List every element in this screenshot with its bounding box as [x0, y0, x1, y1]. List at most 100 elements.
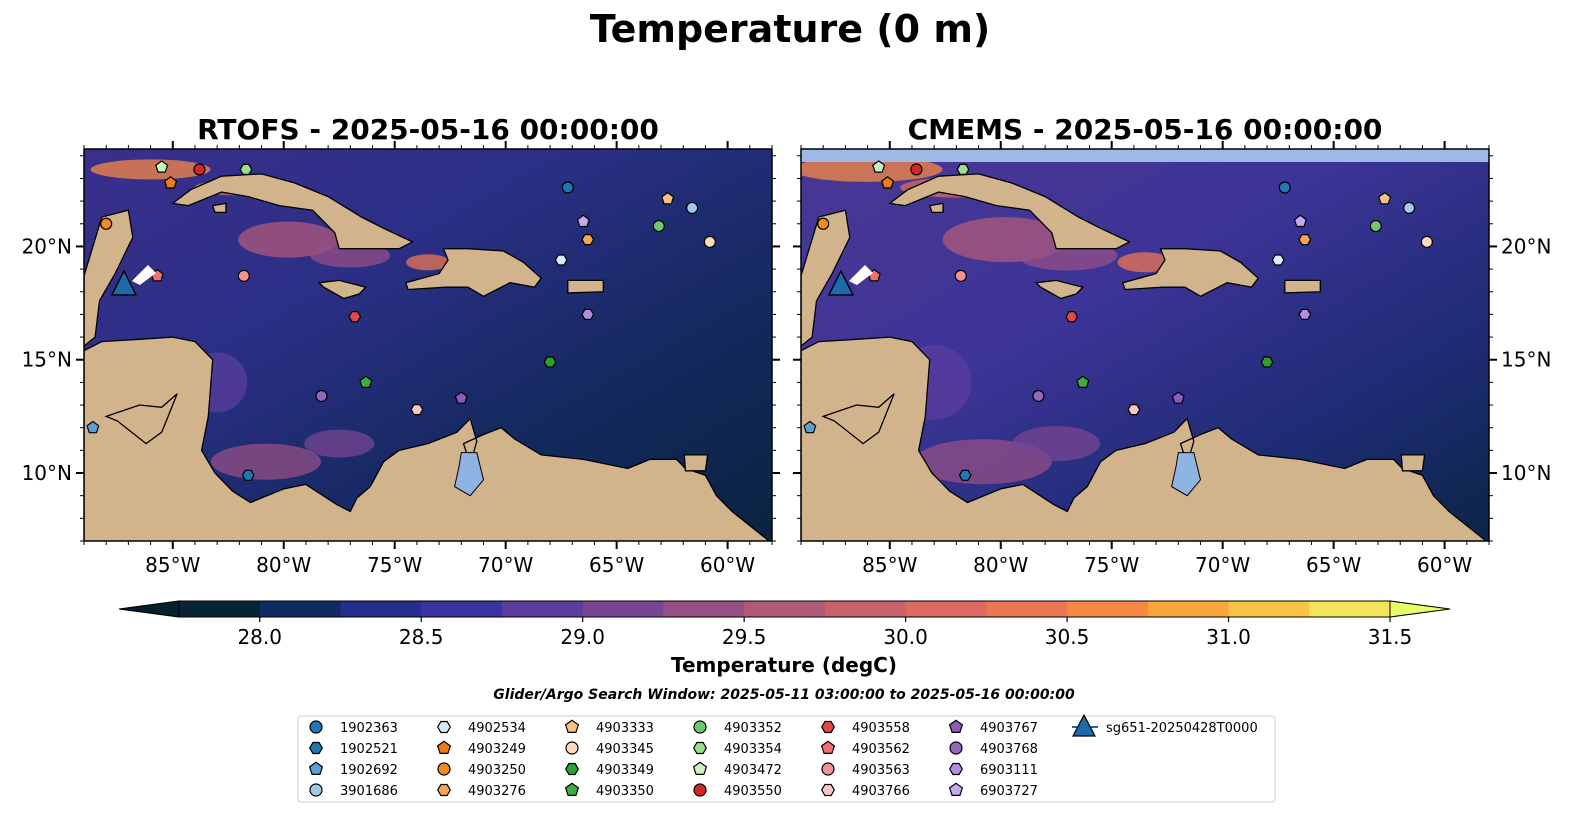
rtofs-float-markers: [86, 160, 716, 481]
float-marker-1902363: [1278, 181, 1291, 194]
legend-glider-label: sg651-20250428T0000: [1106, 721, 1258, 736]
legend-label-4903349: 4903349: [596, 763, 654, 778]
float-marker-4903349: [1260, 356, 1274, 368]
cmems-land: [801, 173, 1488, 541]
land-polygon: [888, 173, 1131, 250]
glider-track: [848, 264, 873, 285]
cmems-map-panel: CMEMS - 2025-05-16 00:00:00 85°W 80°W 75°W…: [793, 113, 1551, 577]
float-marker-4903276: [1298, 234, 1312, 246]
land-polygon: [104, 393, 178, 445]
rtofs-map-panel: RTOFS - 2025-05-16 00:00:00 85°W 80°W 75°W…: [22, 113, 780, 577]
legend-marker-4903768: [949, 741, 963, 755]
float-marker-1902692: [86, 420, 100, 434]
float-marker-4902534: [1271, 254, 1285, 266]
legend-label-4903350: 4903350: [596, 784, 654, 799]
float-marker-1902521: [958, 469, 972, 481]
land-polygon: [211, 202, 227, 214]
float-marker-4903558: [1065, 311, 1079, 323]
colorbar-segment: [744, 601, 826, 617]
legend-label-4903345: 4903345: [596, 742, 654, 757]
legend-label-4903250: 4903250: [468, 763, 526, 778]
float-marker-4903550: [910, 163, 923, 176]
lon-tick-label: 85°W: [145, 553, 200, 577]
float-marker-3901686: [686, 201, 699, 215]
cmems-nodata-band: [801, 149, 1489, 162]
rtofs-panel-title: RTOFS - 2025-05-16 00:00:00: [197, 113, 659, 146]
legend-marker-6903727: [948, 782, 964, 797]
float-marker-4903352: [1369, 219, 1382, 233]
legend-marker-4903563: [821, 762, 835, 776]
colorbar-tick-label: 31.5: [1368, 625, 1413, 649]
land-polygon: [404, 248, 543, 298]
float-marker-4903766: [1127, 404, 1141, 416]
legend-label-4903352: 4903352: [724, 721, 782, 736]
legend-label-4903767: 4903767: [980, 721, 1038, 736]
float-marker-4903766: [410, 404, 424, 416]
lon-tick-label: 70°W: [1195, 553, 1250, 577]
legend-marker-4903354: [693, 741, 707, 755]
lat-tick-label: 20°N: [22, 234, 72, 258]
lat-tick-label: 15°N: [22, 348, 72, 372]
legend-label-4902534: 4902534: [468, 721, 526, 736]
float-marker-4903472: [155, 160, 169, 173]
legend-marker-6903111: [949, 762, 963, 776]
float-marker-4903767: [1171, 391, 1185, 404]
float-marker-4902534: [554, 254, 568, 266]
colorbar-segment: [905, 601, 987, 617]
legend-label-4903550: 4903550: [724, 784, 782, 799]
lon-tick-label: 65°W: [589, 553, 644, 577]
float-marker-4903563: [954, 269, 967, 282]
float-marker-1902363: [561, 181, 574, 194]
legend-label-1902363: 1902363: [340, 721, 398, 736]
colorbar-segment: [986, 601, 1068, 617]
legend-marker-4903349: [565, 762, 579, 776]
legend-marker-4903550: [693, 783, 707, 797]
lat-tick-label: 20°N: [1501, 234, 1551, 258]
cmems-map-frame: [800, 148, 1490, 542]
float-marker-4903354: [956, 163, 970, 175]
float-marker-4903333: [661, 191, 675, 205]
float-marker-4903563: [237, 269, 250, 282]
land-polygon: [171, 173, 414, 250]
colorbar-segment: [1067, 601, 1149, 617]
float-marker-1902521: [241, 469, 255, 481]
cmems-float-markers: [803, 160, 1433, 481]
rtofs-land: [84, 173, 771, 541]
rtofs-map-frame: [83, 148, 773, 542]
legend-label-4903558: 4903558: [852, 721, 910, 736]
lon-tick-label: 60°W: [700, 553, 755, 577]
lat-tick-label: 15°N: [1501, 348, 1551, 372]
lon-tick-label: 75°W: [1084, 553, 1139, 577]
legend-label-4903472: 4903472: [724, 763, 782, 778]
colorbar-segment: [582, 601, 664, 617]
colorbar-under-extend: [118, 600, 180, 618]
float-marker-6903727: [1293, 214, 1307, 228]
legend-marker-4903333: [564, 719, 580, 734]
rtofs-axis-ticks: 85°W 80°W 75°W 70°W 65°W 60°W 20°N 15°N 10°N: [22, 141, 780, 577]
legend-marker-1902521: [309, 741, 323, 755]
colorbar-segment: [1147, 601, 1230, 617]
cmems-axis-ticks: 85°W 80°W 75°W 70°W 65°W 60°W 20°N 15°N 10°N: [793, 141, 1551, 577]
legend-marker-4903472: [692, 761, 708, 776]
legend-label-4903249: 4903249: [468, 742, 526, 757]
float-marker-4903276: [581, 234, 595, 246]
float-marker-4903249: [880, 176, 895, 189]
legend-label-4903766: 4903766: [852, 784, 910, 799]
land-polygon: [683, 454, 709, 472]
float-marker-4903352: [652, 219, 665, 233]
float-marker-4903349: [543, 356, 557, 368]
colorbar-segment: [179, 601, 261, 617]
warm-patch: [304, 429, 375, 458]
glider-track: [131, 264, 156, 285]
colorbar-tick-label: 31.0: [1206, 625, 1251, 649]
warm-patch: [238, 221, 339, 258]
land-polygon: [1284, 279, 1321, 294]
lon-tick-label: 60°W: [1417, 553, 1472, 577]
float-marker-4903550: [193, 163, 206, 176]
lon-tick-label: 75°W: [367, 553, 422, 577]
colorbar-segment: [663, 601, 745, 617]
lon-tick-label: 85°W: [862, 553, 917, 577]
legend-label-4903563: 4903563: [852, 763, 910, 778]
legend-label-6903111: 6903111: [980, 763, 1038, 778]
